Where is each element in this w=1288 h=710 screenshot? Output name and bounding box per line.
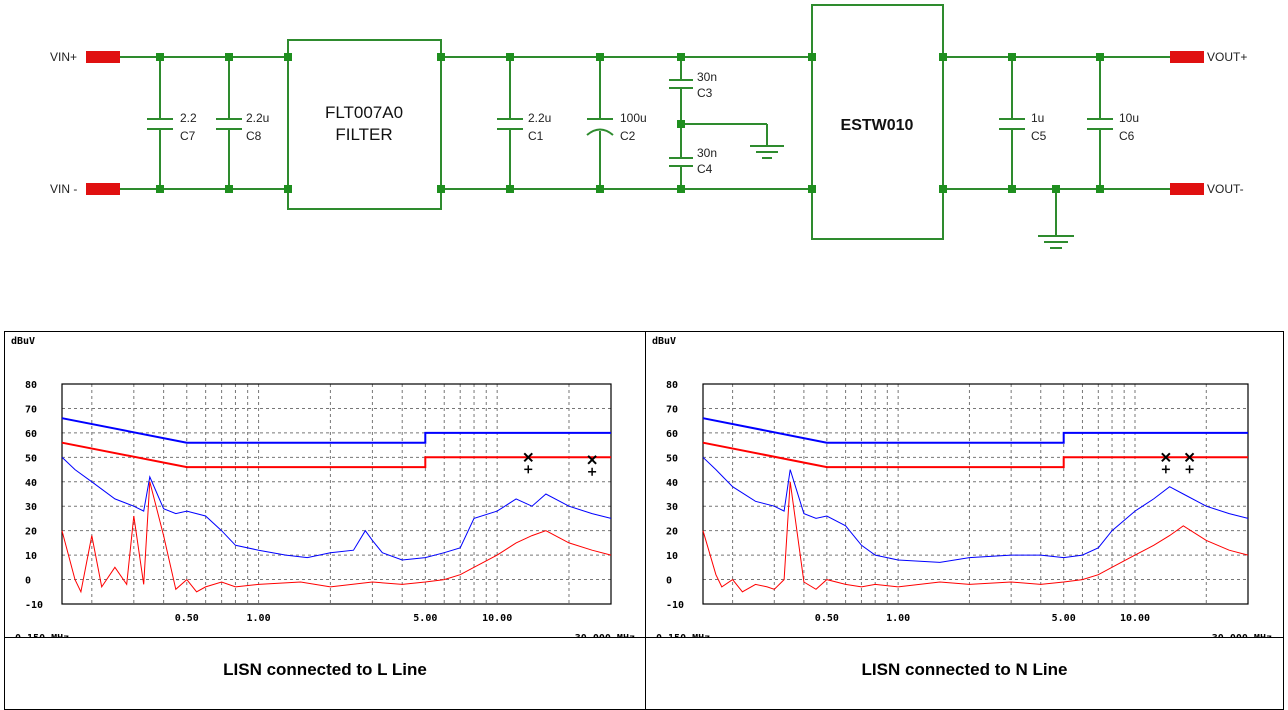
x-start-label: 0.150 MHz bbox=[656, 633, 710, 637]
c8-ref: C8 bbox=[246, 129, 262, 143]
filter-block-type: FILTER bbox=[335, 125, 392, 144]
c7-value: 2.2 bbox=[180, 111, 197, 125]
c5-ref: C5 bbox=[1031, 129, 1047, 143]
peak-marker bbox=[1161, 452, 1171, 474]
average-trace bbox=[61, 481, 612, 594]
average-limit-line bbox=[61, 441, 611, 469]
vin-plus-terminal bbox=[86, 51, 120, 63]
c2-ref: C2 bbox=[620, 129, 636, 143]
n-line-emi-chart: dBuV 80 70 60 50 40 30 20 10 0 -10 0.50 1.00 5.00 10.0… bbox=[652, 336, 1272, 637]
average-limit-line bbox=[702, 441, 1248, 469]
circuit-schematic: VIN+ VIN - VOUT+ VOUT- FLT007A0 FILTER E… bbox=[50, 4, 1247, 249]
y-tick-label: 50 bbox=[25, 453, 37, 464]
plot-frame bbox=[702, 383, 1249, 605]
x-tick-label: 10.00 bbox=[1120, 613, 1150, 624]
y-axis-label: dBuV bbox=[11, 336, 35, 347]
n-line-caption: LISN connected to N Line bbox=[861, 660, 1068, 679]
quasi-peak-limit-line bbox=[61, 417, 611, 444]
l-line-cell: dBuV 80 70 60 50 40 30 20 10 0 -10 0.50 1.00 5.00 10.0… bbox=[5, 332, 646, 709]
vout-plus-label: VOUT+ bbox=[1207, 50, 1247, 64]
l-line-caption-row: LISN connected to L Line bbox=[5, 637, 645, 710]
y-axis-label: dBuV bbox=[652, 336, 676, 347]
x-end-label: 30.000 MHz bbox=[575, 633, 635, 637]
y-tick-label: 70 bbox=[666, 404, 678, 415]
peak-marker bbox=[1184, 452, 1195, 474]
x-end-label: 30.000 MHz bbox=[1212, 633, 1272, 637]
y-tick-label: 10 bbox=[25, 551, 37, 562]
y-tick-label: 40 bbox=[666, 478, 678, 489]
c3-value: 30n bbox=[697, 70, 717, 84]
peak-marker bbox=[587, 455, 597, 476]
c6-value: 10u bbox=[1119, 111, 1139, 125]
junction-nodes bbox=[156, 53, 1104, 193]
quasi-peak-trace bbox=[61, 456, 612, 561]
vout-minus-terminal bbox=[1170, 183, 1204, 195]
c3-ref: C3 bbox=[697, 86, 713, 100]
c2-value: 100u bbox=[620, 111, 647, 125]
y-tick-label: 0 bbox=[666, 576, 672, 587]
y-tick-label: 70 bbox=[25, 404, 37, 415]
l-line-emi-chart: dBuV 80 70 60 50 40 30 20 10 0 -10 0.50 1.00 5.00 10.0… bbox=[11, 336, 635, 637]
y-tick-label: -10 bbox=[666, 600, 684, 611]
y-tick-label: -10 bbox=[25, 600, 43, 611]
n-line-cell: dBuV 80 70 60 50 40 30 20 10 0 -10 0.50 1.00 5.00 10.0… bbox=[646, 332, 1283, 709]
emi-results-table: dBuV 80 70 60 50 40 30 20 10 0 -10 0.50 1.00 5.00 10.0… bbox=[4, 331, 1284, 710]
converter-block-name: ESTW010 bbox=[841, 117, 914, 134]
vin-minus-terminal bbox=[86, 183, 120, 195]
y-tick-label: 10 bbox=[666, 551, 678, 562]
plot-frame bbox=[61, 383, 612, 605]
c4-ref: C4 bbox=[697, 162, 713, 176]
quasi-peak-trace bbox=[702, 456, 1249, 563]
vin-plus-label: VIN+ bbox=[50, 50, 77, 64]
x-tick-label: 10.00 bbox=[482, 613, 512, 624]
c1-ref: C1 bbox=[528, 129, 544, 143]
y-tick-label: 80 bbox=[25, 380, 37, 391]
y-tick-label: 20 bbox=[666, 527, 678, 538]
x-tick-label: 1.00 bbox=[247, 613, 271, 624]
c8-value: 2.2u bbox=[246, 111, 269, 125]
y-tick-label: 30 bbox=[25, 502, 37, 513]
y-tick-label: 50 bbox=[666, 453, 678, 464]
y-tick-label: 60 bbox=[666, 429, 678, 440]
vout-plus-terminal bbox=[1170, 51, 1204, 63]
y-tick-label: 80 bbox=[666, 380, 678, 391]
x-tick-label: 5.00 bbox=[413, 613, 437, 624]
vout-minus-label: VOUT- bbox=[1207, 182, 1244, 196]
c6-ref: C6 bbox=[1119, 129, 1135, 143]
c4-value: 30n bbox=[697, 146, 717, 160]
c7-ref: C7 bbox=[180, 129, 196, 143]
c5-value: 1u bbox=[1031, 111, 1044, 125]
x-tick-label: 0.50 bbox=[815, 613, 839, 624]
x-tick-label: 5.00 bbox=[1052, 613, 1076, 624]
c1-value: 2.2u bbox=[528, 111, 551, 125]
y-tick-label: 30 bbox=[666, 502, 678, 513]
x-tick-label: 0.50 bbox=[175, 613, 199, 624]
l-line-caption: LISN connected to L Line bbox=[223, 660, 427, 679]
peak-marker bbox=[523, 452, 533, 474]
y-tick-label: 20 bbox=[25, 527, 37, 538]
filter-block-name: FLT007A0 bbox=[325, 103, 403, 122]
average-trace bbox=[702, 481, 1249, 593]
vin-minus-label: VIN - bbox=[50, 182, 77, 196]
y-tick-label: 60 bbox=[25, 429, 37, 440]
y-tick-label: 0 bbox=[25, 576, 31, 587]
x-tick-label: 1.00 bbox=[886, 613, 910, 624]
y-tick-label: 40 bbox=[25, 478, 37, 489]
quasi-peak-limit-line bbox=[702, 417, 1248, 444]
x-start-label: 0.150 MHz bbox=[15, 633, 69, 637]
n-line-caption-row: LISN connected to N Line bbox=[646, 637, 1283, 710]
